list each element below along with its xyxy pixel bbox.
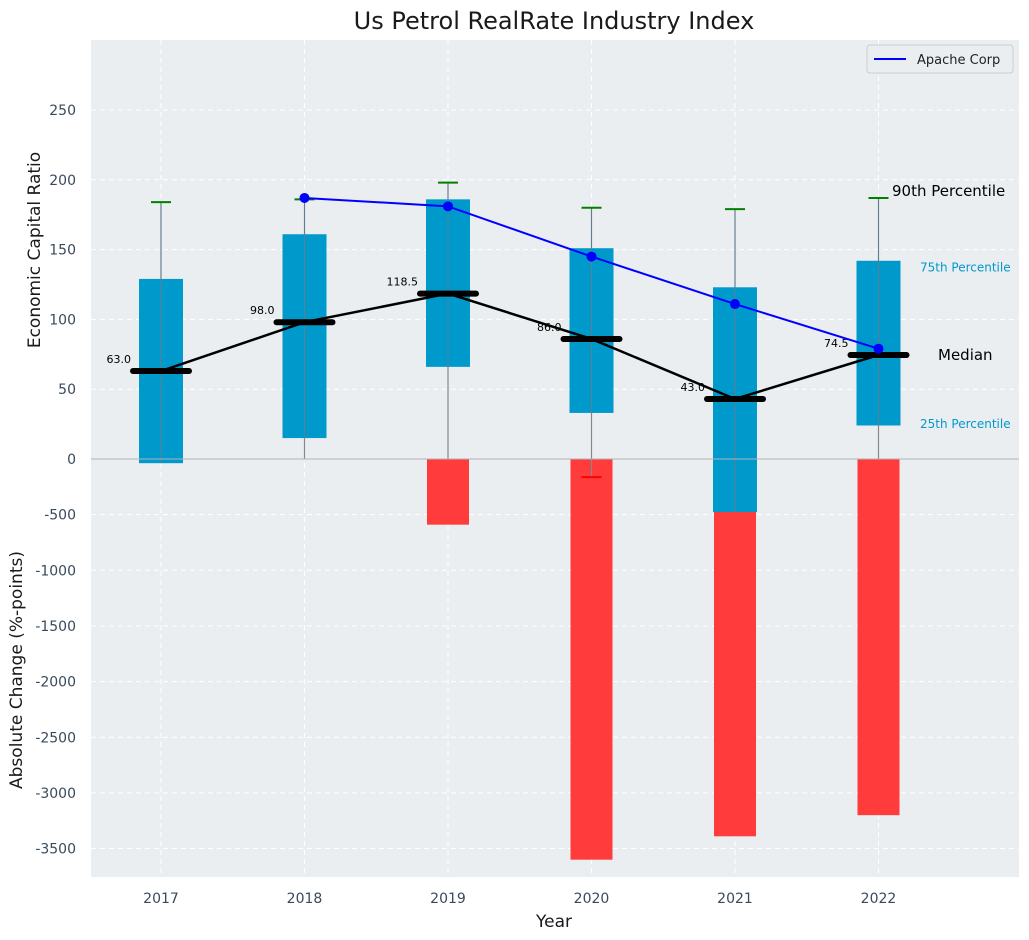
- x-tick-label: 2022: [861, 891, 897, 907]
- change-bar: [857, 459, 900, 816]
- top-y-tick-label: 250: [49, 103, 76, 119]
- company-point: [873, 343, 884, 354]
- bottom-y-tick-label: -3000: [35, 786, 76, 802]
- legend-box: [866, 44, 1014, 74]
- company-series: [299, 192, 884, 354]
- median-annotation: Median: [938, 346, 993, 364]
- median-value-label: 63.0: [107, 353, 132, 366]
- chart-title: Us Petrol RealRate Industry Index: [354, 7, 755, 35]
- change-bar: [714, 459, 756, 837]
- p25-annotation: 25th Percentile: [920, 417, 1011, 431]
- p75-annotation: 75th Percentile: [920, 261, 1011, 275]
- change-bar: [570, 459, 613, 860]
- company-point: [443, 201, 453, 212]
- top-y-tick-label: 50: [58, 382, 76, 398]
- x-tick-label: 2020: [574, 891, 610, 907]
- median-value-label: 86.0: [537, 321, 562, 334]
- median-value-label: 118.5: [387, 276, 419, 289]
- x-tick-label: 2017: [143, 891, 179, 907]
- top-y-tick-label: 100: [49, 312, 76, 328]
- median-value-label: 74.5: [824, 337, 849, 350]
- bottom-y-tick-label: -1000: [35, 563, 76, 579]
- bottom-y-tick-label: -2000: [35, 675, 76, 691]
- legend-label-apache: Apache Corp: [917, 53, 1000, 68]
- legend: Apache Corp: [866, 44, 1014, 74]
- percentile-annotations: 90th Percentile 75th Percentile Median 25th…: [892, 182, 1011, 431]
- bottom-y-tick-label: -1500: [35, 619, 76, 635]
- median-value-label: 98.0: [250, 304, 275, 317]
- company-point: [730, 299, 740, 310]
- x-axis-title: Year: [535, 912, 572, 932]
- company-point: [299, 192, 310, 203]
- company-point: [586, 251, 597, 262]
- change-bar: [427, 459, 469, 525]
- bottom-y-tick-label: -2500: [35, 730, 76, 746]
- bottom-y-tick-label: -500: [44, 508, 76, 524]
- bottom-y-tick-label: -3500: [35, 842, 76, 858]
- top-y-tick-label: 200: [49, 173, 76, 189]
- top-y-axis-title: Economic Capital Ratio: [25, 152, 45, 348]
- x-tick-label: 2019: [430, 891, 466, 907]
- bottom-y-axis-title: Absolute Change (%-points): [7, 551, 27, 789]
- p90-annotation: 90th Percentile: [892, 182, 1005, 200]
- median-series: 63.0 98.0 118.5 86.0 43.0 74.5: [107, 276, 910, 402]
- x-tick-label: 2018: [287, 891, 323, 907]
- median-line: [160, 292, 879, 401]
- median-value-label: 43.0: [681, 381, 706, 394]
- top-y-tick-label: 0: [67, 452, 76, 468]
- axis-ticks: 0 50 100 150 200 250 -500 -1000 -1500 -2000 -2500 -…: [35, 103, 896, 907]
- change-bars: [427, 459, 900, 860]
- top-y-tick-label: 150: [49, 243, 76, 259]
- x-tick-label: 2021: [717, 891, 753, 907]
